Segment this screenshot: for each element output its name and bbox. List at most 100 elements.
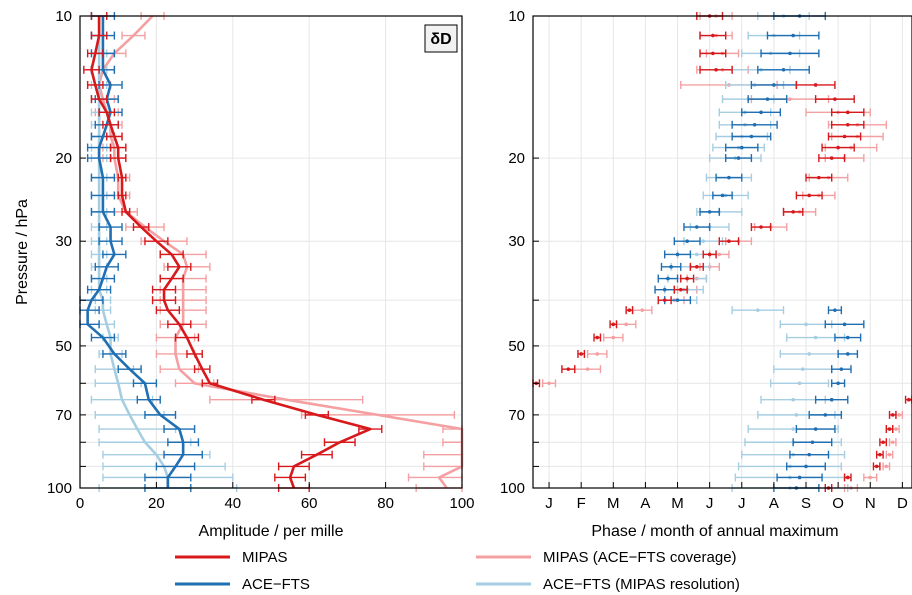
right-data-point	[772, 83, 776, 87]
right-data-point	[585, 367, 590, 371]
right-data-point	[836, 145, 840, 150]
right-data-point	[611, 335, 616, 340]
right-data-point	[804, 322, 808, 327]
right-data-point	[695, 252, 699, 257]
left-x-axis-label: Amplitude / per mille	[199, 523, 344, 540]
right-data-point	[611, 322, 616, 327]
legend-label-ace: ACE−FTS	[242, 576, 310, 593]
right-x-tick-label: D	[897, 495, 908, 512]
right-data-point	[756, 308, 760, 312]
right-data-point	[695, 265, 699, 269]
legend-item-ace-resolution: ACE−FTS (MIPAS resolution)	[476, 576, 740, 593]
right-data-point	[720, 193, 725, 198]
left-y-tick-label: 70	[55, 407, 72, 424]
right-data-point	[845, 110, 850, 115]
right-data-point	[813, 427, 818, 431]
right-x-axis-label: Phase / month of annual maximum	[591, 523, 838, 540]
right-data-point	[711, 33, 715, 38]
right-data-point	[759, 225, 763, 229]
legend-item-mipas-coverage: MIPAS (ACE−FTS coverage)	[476, 549, 737, 566]
right-series-ace	[654, 12, 865, 492]
right-ticks: J F M A M J J A S O N D 10 20 30 50 70 100	[500, 8, 908, 512]
left-gridlines	[79, 15, 463, 489]
right-data-point	[685, 276, 689, 281]
right-data-point	[887, 427, 892, 431]
right-data-point	[675, 298, 680, 302]
right-series-mipas-cov	[541, 12, 912, 492]
right-data-point	[624, 322, 628, 327]
right-data-point	[566, 367, 571, 371]
right-data-point	[788, 97, 792, 101]
right-data-point	[595, 335, 600, 340]
right-data-point	[845, 475, 850, 480]
right-data-point	[669, 265, 673, 269]
right-data-point	[547, 381, 551, 386]
left-x-tick-label: 0	[76, 495, 84, 512]
right-data-point	[884, 464, 889, 469]
right-data-point	[890, 413, 895, 417]
right-x-tick-label: J	[738, 495, 746, 512]
right-y-tick-label: 20	[508, 150, 525, 167]
left-ticks: 0 20 40 60 80 100 10 20 30 50 70 100	[47, 8, 475, 512]
right-data-point	[829, 156, 834, 160]
right-data-point	[890, 440, 895, 445]
right-data-point	[810, 440, 815, 445]
right-x-tick-label: A	[640, 495, 650, 512]
right-data-point	[874, 464, 879, 469]
left-x-tick-label: 40	[224, 495, 241, 512]
left-series-mipas	[83, 12, 383, 492]
right-data-point	[887, 452, 892, 457]
right-data-point	[894, 427, 898, 431]
right-data-point	[666, 276, 670, 281]
right-data-point	[823, 413, 828, 417]
right-data-point	[627, 308, 632, 312]
legend-label-mipas: MIPAS	[242, 549, 288, 566]
right-data-point	[727, 175, 731, 180]
right-y-tick-label: 50	[508, 338, 525, 355]
right-data-point	[788, 51, 792, 56]
panel-badge-label: δD	[430, 31, 451, 48]
right-data-point	[842, 322, 847, 327]
left-series-line	[97, 15, 464, 489]
right-x-tick-label: J	[545, 495, 553, 512]
right-data-point	[662, 287, 667, 292]
left-x-tick-label: 100	[449, 495, 474, 512]
right-data-point	[717, 252, 722, 257]
right-x-tick-label: S	[801, 495, 811, 512]
right-data-point	[791, 33, 795, 38]
right-x-tick-label: N	[865, 495, 876, 512]
right-x-tick-label: M	[607, 495, 620, 512]
right-data-point	[695, 225, 699, 229]
right-data-point	[807, 193, 812, 198]
right-data-point	[906, 397, 911, 402]
left-panel: 0 20 40 60 80 100 10 20 30 50 70 100 δD Amplitude /…	[14, 8, 475, 540]
left-plot-frame	[79, 15, 463, 489]
panel-badge: δD	[424, 24, 458, 53]
left-y-tick-label: 100	[47, 480, 72, 497]
right-data-point	[845, 335, 850, 340]
right-data-point	[707, 210, 712, 214]
right-data-point	[749, 134, 754, 139]
right-data-point	[701, 239, 706, 244]
right-data-point	[881, 440, 885, 445]
left-series-line	[90, 16, 372, 489]
right-data-point	[813, 335, 818, 340]
right-data-point	[675, 252, 680, 257]
right-data-point	[794, 413, 799, 417]
right-data-point	[836, 381, 840, 386]
right-data-point	[807, 352, 812, 356]
right-data-point	[685, 239, 689, 244]
right-data-point	[707, 252, 712, 257]
right-data-point	[640, 308, 645, 312]
right-data-point	[711, 51, 715, 56]
left-x-tick-label: 60	[301, 495, 318, 512]
right-data-point	[813, 83, 818, 87]
legend-item-mipas: MIPAS	[175, 549, 288, 566]
right-data-point	[781, 67, 786, 72]
right-data-point	[878, 452, 882, 457]
right-data-point	[662, 298, 667, 302]
left-y-axis-label: Pressure / hPa	[14, 199, 31, 305]
right-gridlines	[533, 15, 912, 489]
right-series-mipas	[532, 12, 912, 492]
